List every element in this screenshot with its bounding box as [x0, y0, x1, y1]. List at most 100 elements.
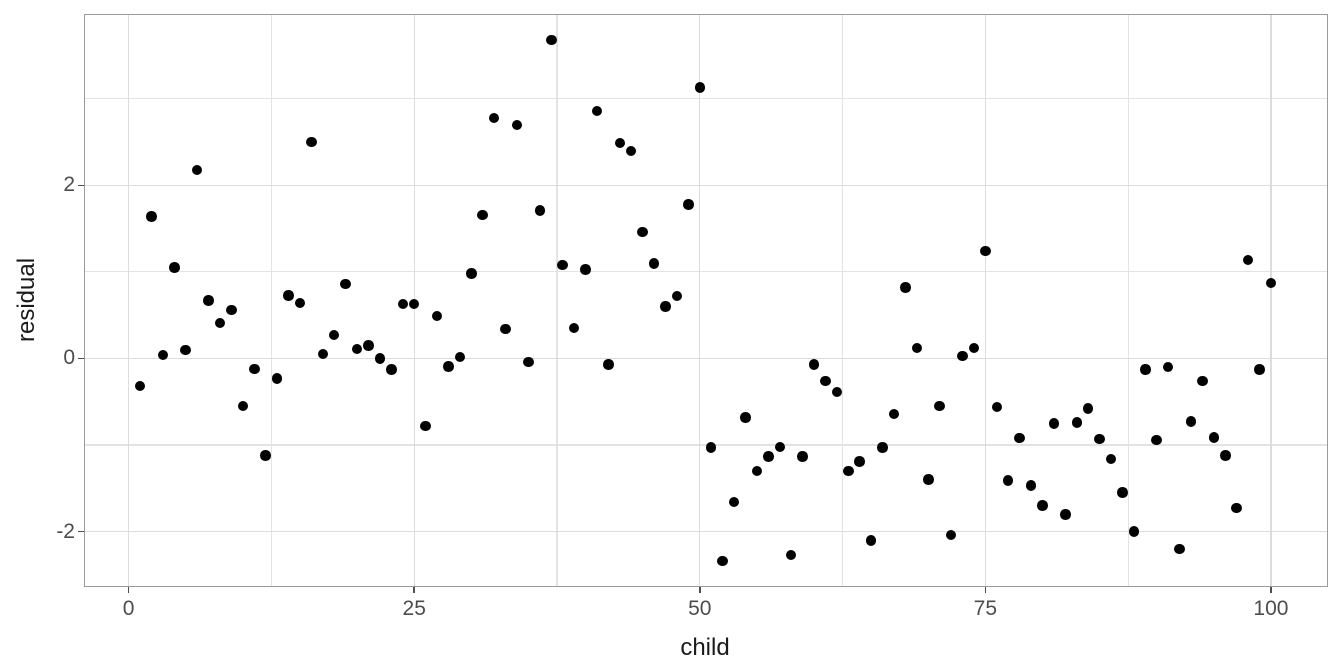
- scatter-point: [1162, 361, 1174, 373]
- x-tick-label: 100: [1253, 597, 1289, 620]
- scatter-point: [374, 353, 386, 364]
- scatter-point: [911, 342, 923, 354]
- y-tick-label: -2: [56, 519, 75, 543]
- scatter-point: [900, 282, 911, 293]
- scatter-point: [671, 290, 683, 302]
- scatter-point: [1037, 500, 1048, 511]
- scatter-point: [488, 112, 500, 124]
- scatter-point: [477, 209, 488, 221]
- scatter-point: [1071, 417, 1082, 428]
- x-tick-mark: [698, 587, 701, 593]
- scatter-point: [454, 351, 466, 362]
- scatter-point: [648, 258, 660, 269]
- scatter-point: [169, 262, 180, 273]
- gridline-major-vertical: [984, 14, 987, 587]
- scatter-point: [865, 535, 877, 546]
- scatter-point: [1208, 432, 1220, 443]
- gridline-major-vertical: [699, 14, 701, 587]
- scatter-point: [1174, 543, 1185, 555]
- gridline-minor-vertical: [556, 14, 558, 587]
- scatter-point: [888, 408, 900, 420]
- scatter-point: [1231, 502, 1242, 514]
- scatter-point: [260, 450, 271, 461]
- scatter-point: [1242, 254, 1254, 266]
- scatter-point: [431, 310, 443, 322]
- scatter-point: [306, 136, 317, 148]
- scatter-point: [614, 137, 626, 149]
- scatter-point: [705, 442, 717, 453]
- gridline-major-vertical: [127, 14, 130, 587]
- scatter-point: [740, 412, 751, 423]
- scatter-point: [1082, 403, 1094, 414]
- scatter-point: [957, 350, 968, 362]
- scatter-point: [500, 323, 511, 335]
- y-tick-mark: [77, 184, 84, 187]
- gridline-major-horizontal: [83, 530, 1328, 533]
- scatter-point: [717, 555, 728, 567]
- scatter-point: [808, 359, 820, 370]
- scatter-point: [534, 205, 546, 216]
- scatter-point: [408, 298, 420, 310]
- scatter-point: [1025, 480, 1037, 491]
- y-tick-label: 2: [63, 173, 75, 197]
- gridline-minor-horizontal: [83, 271, 1328, 273]
- scatter-point: [568, 322, 580, 334]
- scatter-point: [763, 451, 774, 462]
- scatter-point: [340, 278, 351, 290]
- scatter-point: [843, 465, 854, 477]
- scatter-point: [546, 34, 557, 46]
- scatter-point: [820, 375, 831, 387]
- scatter-point: [683, 199, 694, 210]
- gridline-major-horizontal: [83, 184, 1328, 187]
- scatter-point: [991, 401, 1003, 413]
- scatter-point: [317, 348, 329, 360]
- gridline-minor-horizontal: [83, 98, 1328, 100]
- scatter-point: [157, 349, 169, 361]
- scatter-point: [511, 119, 523, 131]
- gridline-major-vertical: [1270, 14, 1272, 587]
- scatter-point: [420, 420, 431, 432]
- x-tick-mark: [413, 587, 415, 593]
- scatter-point: [1105, 453, 1117, 465]
- scatter-point: [968, 342, 980, 354]
- scatter-point: [751, 465, 763, 477]
- gridline-minor-vertical: [1127, 14, 1129, 587]
- y-axis-title: residual: [13, 257, 40, 343]
- scatter-point: [877, 442, 888, 453]
- scatter-point: [180, 344, 191, 356]
- scatter-point: [214, 317, 226, 329]
- scatter-point: [945, 529, 957, 541]
- scatter-point: [591, 105, 603, 117]
- scatter-point: [1060, 509, 1071, 520]
- scatter-point: [134, 380, 146, 392]
- scatter-point: [637, 226, 648, 238]
- scatter-point: [146, 211, 157, 222]
- scatter-point: [1265, 277, 1277, 289]
- scatter-point: [363, 340, 374, 351]
- scatter-point: [580, 264, 591, 275]
- scatter-point: [854, 456, 865, 467]
- scatter-point: [466, 268, 477, 279]
- scatter-point: [1140, 364, 1151, 375]
- scatter-point: [694, 82, 706, 93]
- scatter-point: [351, 343, 363, 355]
- scatter-point: [774, 441, 785, 453]
- scatter-point: [328, 329, 340, 341]
- scatter-point: [980, 245, 991, 257]
- scatter-point: [1128, 526, 1140, 537]
- y-tick-mark: [77, 530, 84, 533]
- scatter-point: [191, 164, 203, 176]
- x-axis-title: child: [680, 634, 730, 661]
- scatter-point: [1197, 375, 1208, 387]
- scatter-point: [443, 361, 454, 372]
- scatter-point: [923, 474, 934, 485]
- scatter-point: [1220, 450, 1231, 461]
- scatter-point: [226, 304, 237, 316]
- scatter-point: [1185, 416, 1197, 427]
- scatter-point: [1048, 418, 1060, 429]
- scatter-point: [294, 297, 306, 309]
- x-tick-mark: [127, 587, 130, 593]
- scatter-point: [1014, 432, 1025, 444]
- x-tick-mark: [984, 587, 987, 593]
- scatter-point: [831, 386, 843, 398]
